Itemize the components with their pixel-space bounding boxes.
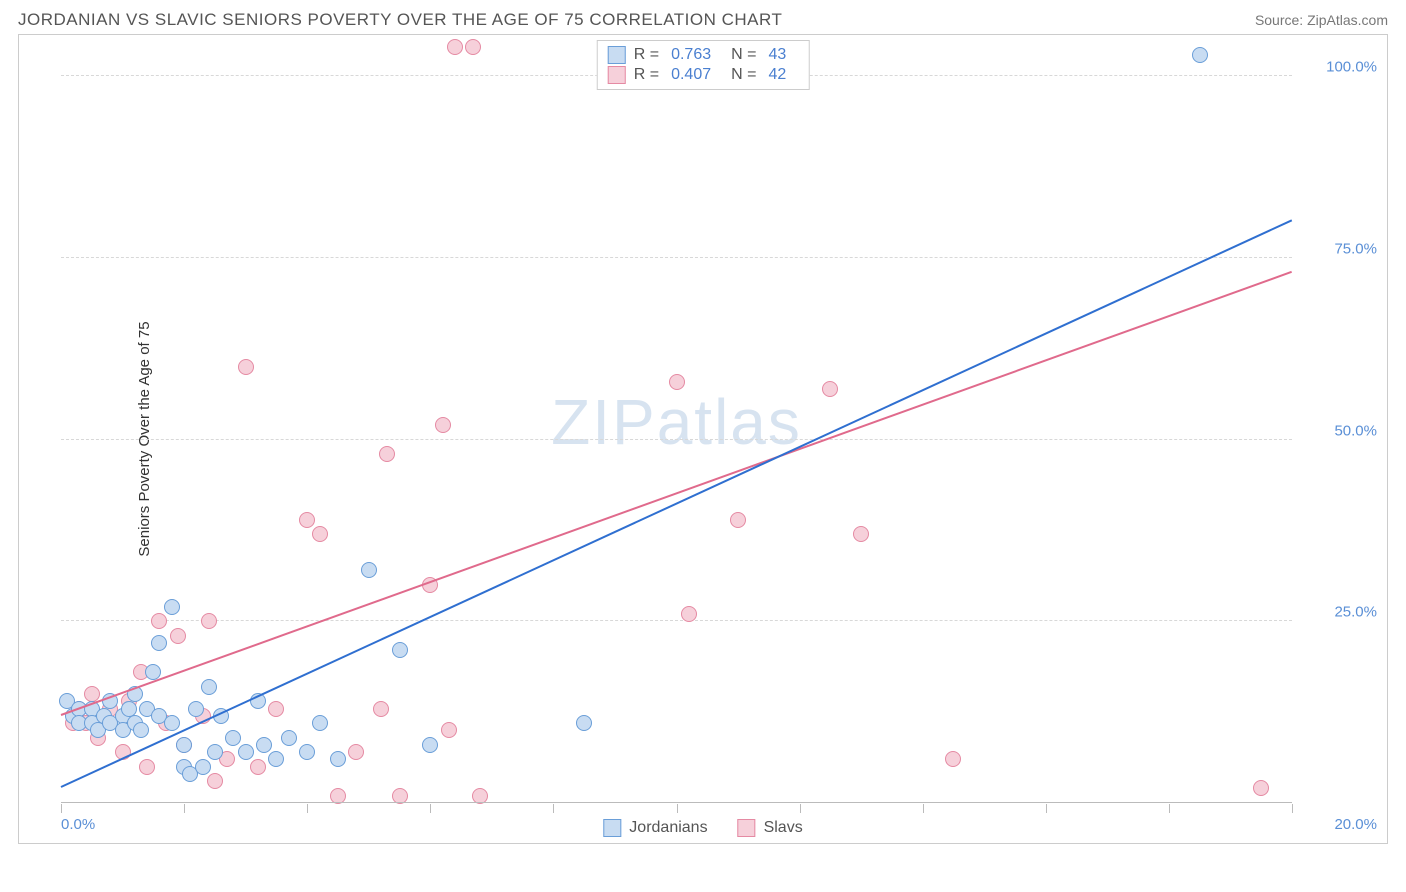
- scatter-point: [250, 759, 266, 775]
- scatter-point: [312, 715, 328, 731]
- r-label: R =: [634, 46, 659, 64]
- scatter-point: [238, 359, 254, 375]
- xtick: [800, 804, 801, 813]
- scatter-point: [945, 751, 961, 767]
- n-label: N =: [731, 46, 756, 64]
- r-value-jordanians: 0.763: [671, 46, 711, 64]
- scatter-point: [435, 417, 451, 433]
- scatter-point: [151, 613, 167, 629]
- watermark-zip: ZIP: [551, 386, 657, 458]
- bottom-legend: Jordanians Slavs: [603, 819, 802, 837]
- scatter-point: [201, 613, 217, 629]
- scatter-point: [281, 730, 297, 746]
- scatter-point: [299, 512, 315, 528]
- ytick-label: 75.0%: [1334, 241, 1377, 258]
- scatter-point: [379, 446, 395, 462]
- scatter-point: [225, 730, 241, 746]
- gridline-h: [61, 620, 1292, 621]
- scatter-point: [330, 751, 346, 767]
- xtick: [1292, 804, 1293, 813]
- n-label-2: N =: [731, 66, 756, 84]
- ytick-label: 50.0%: [1334, 422, 1377, 439]
- scatter-point: [133, 722, 149, 738]
- plot-area: ZIPatlas: [61, 40, 1292, 803]
- stat-row-jordanians: R = 0.763 N = 43: [608, 45, 799, 65]
- scatter-point: [139, 759, 155, 775]
- scatter-point: [170, 628, 186, 644]
- chart-source: Source: ZipAtlas.com: [1255, 12, 1388, 28]
- legend-item-slavs: Slavs: [738, 819, 803, 837]
- xtick-label-left: 0.0%: [61, 816, 95, 833]
- stat-legend: R = 0.763 N = 43 R = 0.407 N = 42: [597, 40, 810, 90]
- scatter-point: [447, 39, 463, 55]
- scatter-point: [373, 701, 389, 717]
- scatter-point: [195, 759, 211, 775]
- scatter-point: [268, 751, 284, 767]
- ytick-label: 25.0%: [1334, 604, 1377, 621]
- scatter-point: [176, 737, 192, 753]
- x-axis-line: [61, 802, 1292, 803]
- legend-swatch-slavs: [738, 819, 756, 837]
- xtick-label-right: 20.0%: [1334, 816, 1377, 833]
- legend-label-jordanians: Jordanians: [629, 819, 707, 837]
- scatter-point: [268, 701, 284, 717]
- xtick: [553, 804, 554, 813]
- scatter-point: [681, 606, 697, 622]
- scatter-point: [207, 773, 223, 789]
- scatter-point: [822, 381, 838, 397]
- scatter-point: [151, 635, 167, 651]
- scatter-point: [669, 374, 685, 390]
- scatter-point: [299, 744, 315, 760]
- xtick: [677, 804, 678, 813]
- scatter-point: [164, 715, 180, 731]
- r-value-slavs: 0.407: [671, 66, 711, 84]
- watermark: ZIPatlas: [551, 385, 802, 459]
- trend-line: [61, 220, 1293, 789]
- scatter-point: [422, 737, 438, 753]
- scatter-point: [730, 512, 746, 528]
- scatter-point: [238, 744, 254, 760]
- scatter-point: [361, 562, 377, 578]
- legend-label-slavs: Slavs: [764, 819, 803, 837]
- legend-swatch-jordanians: [603, 819, 621, 837]
- watermark-atlas: atlas: [657, 386, 802, 458]
- xtick: [1046, 804, 1047, 813]
- scatter-point: [164, 599, 180, 615]
- gridline-h: [61, 439, 1292, 440]
- xtick: [430, 804, 431, 813]
- scatter-point: [312, 526, 328, 542]
- ytick-label: 100.0%: [1326, 59, 1377, 76]
- xtick: [1169, 804, 1170, 813]
- scatter-point: [465, 39, 481, 55]
- legend-item-jordanians: Jordanians: [603, 819, 707, 837]
- scatter-point: [853, 526, 869, 542]
- scatter-point: [207, 744, 223, 760]
- swatch-jordanians: [608, 46, 626, 64]
- chart-title: JORDANIAN VS SLAVIC SENIORS POVERTY OVER…: [18, 10, 782, 30]
- xtick: [61, 804, 62, 813]
- scatter-point: [256, 737, 272, 753]
- swatch-slavs: [608, 66, 626, 84]
- xtick: [184, 804, 185, 813]
- scatter-point: [392, 642, 408, 658]
- scatter-point: [576, 715, 592, 731]
- scatter-point: [441, 722, 457, 738]
- trend-line: [61, 271, 1293, 716]
- r-label-2: R =: [634, 66, 659, 84]
- scatter-point: [201, 679, 217, 695]
- stat-row-slavs: R = 0.407 N = 42: [608, 65, 799, 85]
- scatter-point: [348, 744, 364, 760]
- scatter-point: [188, 701, 204, 717]
- gridline-h: [61, 257, 1292, 258]
- chart-container: Seniors Poverty Over the Age of 75 ZIPat…: [18, 34, 1388, 844]
- xtick: [307, 804, 308, 813]
- n-value-jordanians: 43: [768, 46, 786, 64]
- scatter-point: [1192, 47, 1208, 63]
- scatter-point: [1253, 780, 1269, 796]
- n-value-slavs: 42: [768, 66, 786, 84]
- xtick: [923, 804, 924, 813]
